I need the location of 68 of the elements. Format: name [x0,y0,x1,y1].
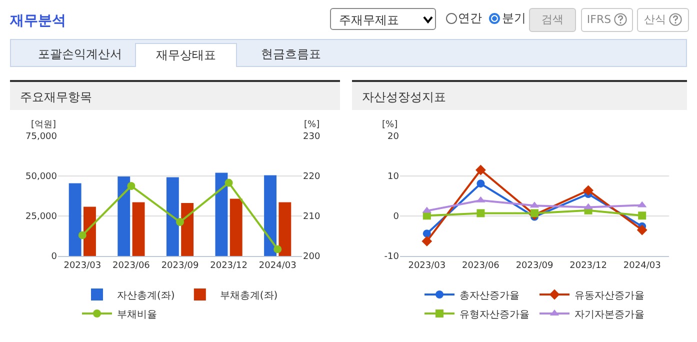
y2-tick-label: 230 [303,132,320,142]
text: 현금흐름표 [260,46,322,63]
text: 산식 [644,13,666,26]
x-tick-label: 2023/03 [408,260,446,271]
point [78,231,86,240]
text: 연간 [458,10,482,27]
bar [215,172,228,256]
text: IFRS [586,13,612,26]
bar [166,177,179,256]
point [127,182,136,190]
bar [230,198,242,256]
point [224,178,233,187]
bar [181,203,194,256]
x-tick-label: 2023/06 [462,260,500,271]
chart-title: 주요재무항목 [10,80,340,110]
legend-label: 부채비율 [117,309,157,320]
y-tick-label: 10 [388,172,400,182]
text: 재무분석 [10,12,66,30]
y-tick-label: 0 [393,212,400,222]
point [476,164,486,176]
y2-tick-label: 210 [303,212,320,222]
legend-label: 자기자본증가율 [574,309,644,320]
bar [84,206,96,256]
legend-label: 자산총계(좌) [117,290,175,302]
x-tick-label: 2024/03 [258,260,296,271]
chart-title: 자산성장성지표 [352,80,687,110]
legend-label: 유형자산증가율 [460,309,530,320]
bar [118,176,130,256]
text: 재무상태표 [135,43,237,67]
point [636,224,648,236]
bar [132,202,145,256]
y-axis-title: [억원] [31,120,56,130]
x-tick-label: 2023/12 [210,260,248,271]
point [274,245,282,254]
y2-tick-label: 220 [303,172,320,182]
x-tick-label: 2023/03 [64,260,102,271]
bar [68,183,82,256]
text: 주재무제표 [330,8,436,30]
y-tick-label: 25,000 [26,212,58,222]
point [583,185,594,196]
x-tick-label: 2023/09 [161,260,199,271]
point [476,209,485,218]
point [638,212,646,220]
y-axis-title: [%] [382,120,398,130]
legend-label: 총자산증가율 [460,290,520,302]
point [422,236,432,246]
y2-tick-label: 200 [303,252,320,262]
x-tick-label: 2024/03 [623,260,661,271]
point [530,209,538,218]
x-tick-label: 2023/12 [570,260,607,271]
y-tick-label: 20 [388,132,400,142]
text: 검색 [529,8,576,32]
x-tick-label: 2023/09 [516,260,554,271]
text: 분기 [502,10,526,27]
point [176,218,184,226]
legend-label: 부채총계(좌) [220,290,278,302]
bar [278,202,292,256]
x-tick-label: 2023/06 [112,260,150,271]
bar [264,175,276,256]
y-tick-label: 0 [51,252,58,262]
y2-axis-title: [%] [304,120,320,130]
legend-label: 유동자산증가율 [574,290,644,302]
point [422,230,431,238]
y-tick-label: 75,000 [26,132,58,142]
text: 포괄손익계산서 [37,46,123,63]
y-tick-label: -10 [384,252,400,262]
point [476,180,485,188]
y-tick-label: 50,000 [26,172,58,182]
